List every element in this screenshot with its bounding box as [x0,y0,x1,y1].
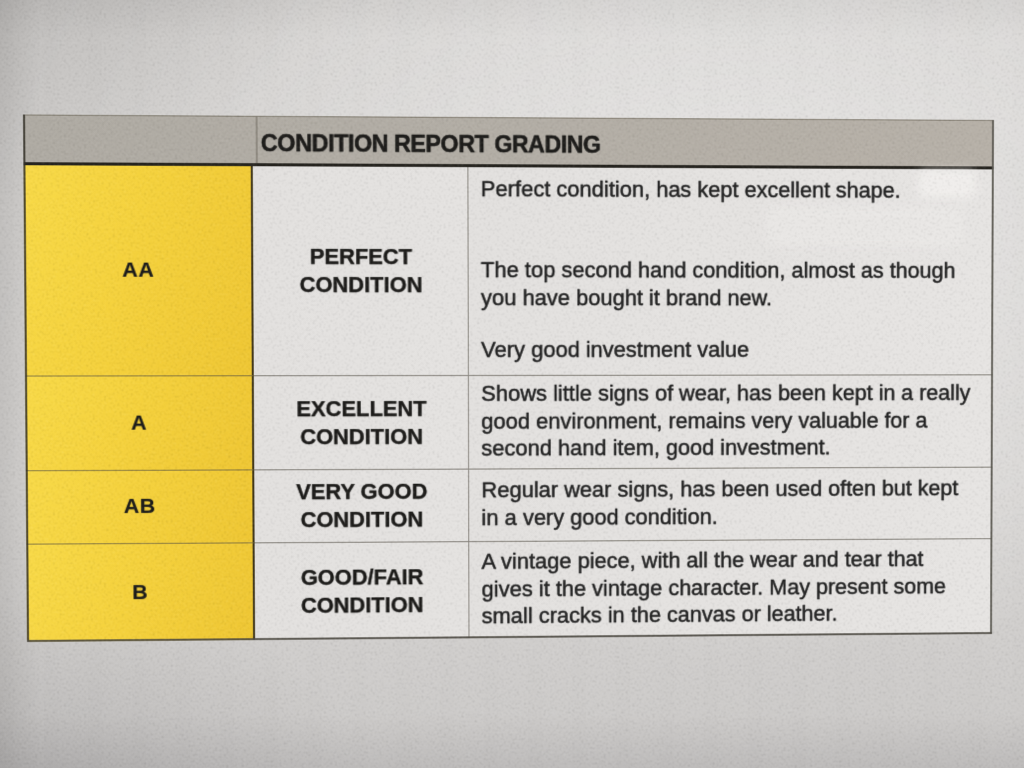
grade-cell: AA [23,165,255,376]
description-paragraph: Shows little signs of wear, has been kep… [481,380,971,461]
description-cell: Shows little signs of wear, has been kep… [468,374,993,469]
grade-cell: B [26,542,256,643]
condition-label-cell: PERFECT CONDITION [253,166,469,376]
description-paragraph: Perfect condition, has kept excellent sh… [480,176,901,203]
description-paragraph: The top second hand condition, almost as… [480,257,956,310]
condition-label-cell: VERY GOOD CONDITION [254,468,469,543]
condition-label: GOOD/FAIR CONDITION [300,564,424,618]
grading-table-warp: CONDITION REPORT GRADING AA PERFECT COND… [23,114,994,643]
description-paragraph: Regular wear signs, has been used often … [481,475,959,530]
condition-label-cell: EXCELLENT CONDITION [254,374,469,470]
whiteout-patch [766,206,963,247]
condition-grading-table: CONDITION REPORT GRADING AA PERFECT COND… [23,114,994,643]
description-cell: Perfect condition, has kept excellent sh… [467,167,994,375]
description-cell: A vintage piece, with all the wear and t… [468,538,993,639]
condition-label: PERFECT CONDITION [299,244,423,298]
condition-label-cell: GOOD/FAIR CONDITION [254,541,469,641]
grade-cell: A [24,375,255,471]
whiteout-patch [918,170,976,198]
table-title: CONDITION REPORT GRADING [260,129,601,158]
table-body: AA PERFECT CONDITION Perfect condition, … [23,165,994,643]
condition-label: EXCELLENT CONDITION [296,395,427,449]
grade-cell: AB [25,469,255,544]
description-cell: Regular wear signs, has been used often … [468,466,993,542]
condition-label: VERY GOOD CONDITION [296,479,428,533]
description-paragraph: A vintage piece, with all the wear and t… [481,546,946,629]
table-header: CONDITION REPORT GRADING [23,114,994,170]
description-paragraph: Very good investment value [481,336,750,362]
